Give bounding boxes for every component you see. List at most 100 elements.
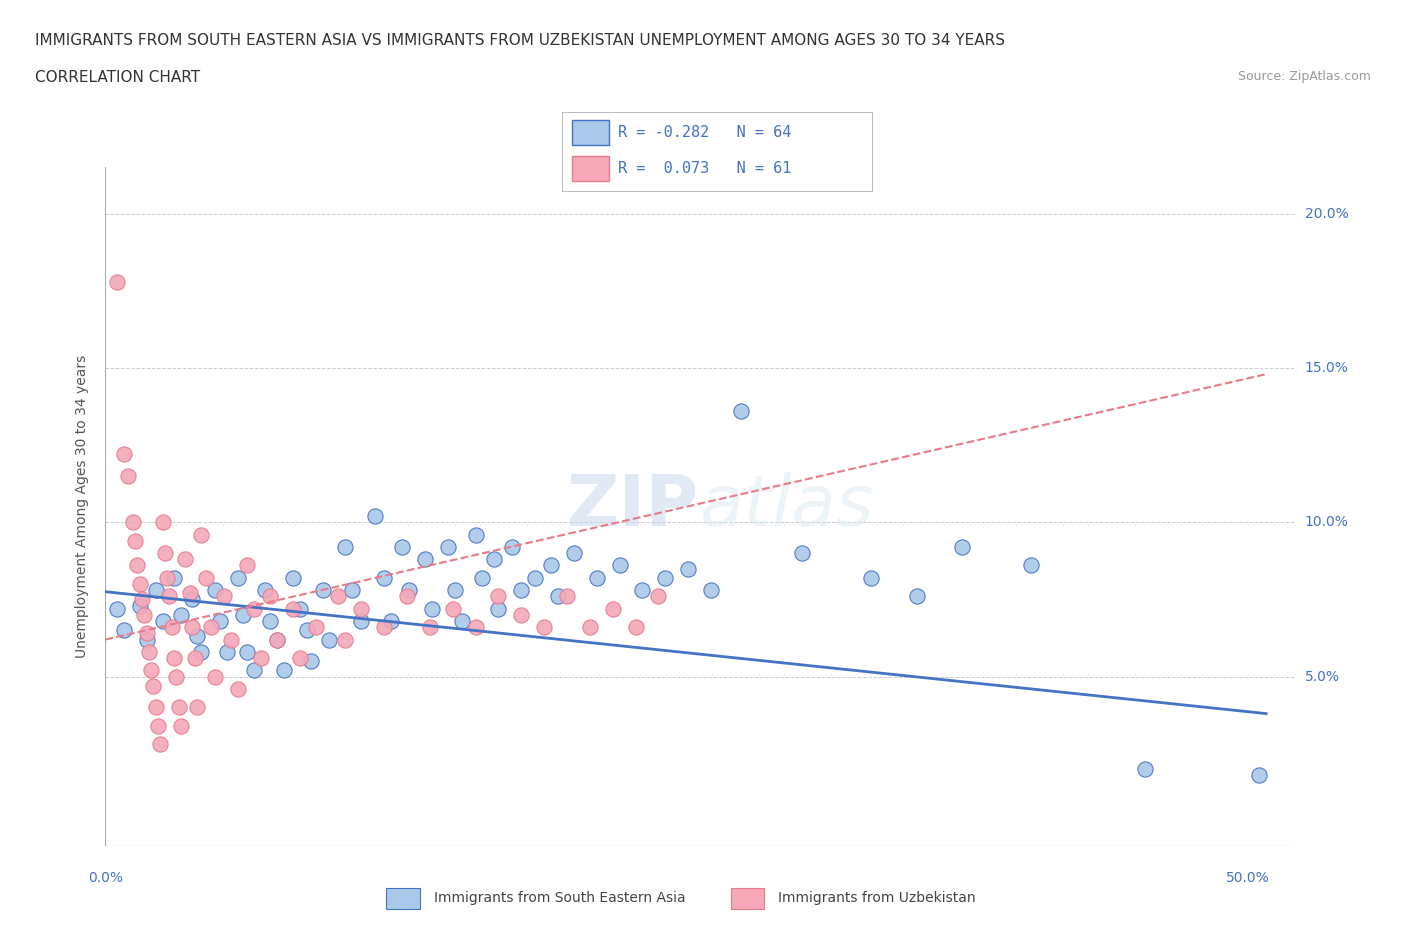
Point xyxy=(105,274,128,289)
Point xyxy=(523,570,546,585)
Point xyxy=(117,469,139,484)
Point xyxy=(204,670,226,684)
Text: ZIP: ZIP xyxy=(567,472,700,541)
Point xyxy=(219,632,242,647)
Point xyxy=(134,607,156,622)
Point xyxy=(165,670,187,684)
Point xyxy=(266,632,288,647)
Bar xyxy=(572,120,609,145)
Point xyxy=(167,700,190,715)
Text: IMMIGRANTS FROM SOUTH EASTERN ASIA VS IMMIGRANTS FROM UZBEKISTAN UNEMPLOYMENT AM: IMMIGRANTS FROM SOUTH EASTERN ASIA VS IM… xyxy=(35,33,1005,47)
Point xyxy=(380,614,402,629)
Point xyxy=(128,598,150,613)
Point xyxy=(547,589,569,604)
Text: 0.0%: 0.0% xyxy=(89,871,122,885)
Point xyxy=(364,509,387,524)
Point xyxy=(340,583,363,598)
Point xyxy=(413,551,436,566)
Point xyxy=(562,546,585,561)
Point xyxy=(602,602,624,617)
Point xyxy=(350,614,373,629)
Point xyxy=(236,644,259,659)
Point xyxy=(350,602,373,617)
Point xyxy=(131,592,153,607)
Point xyxy=(121,515,145,530)
Point xyxy=(464,527,486,542)
Point xyxy=(482,551,505,566)
Y-axis label: Unemployment Among Ages 30 to 34 years: Unemployment Among Ages 30 to 34 years xyxy=(76,355,90,658)
Bar xyxy=(731,888,765,909)
Point xyxy=(156,570,179,585)
Point xyxy=(486,602,509,617)
Point xyxy=(142,678,165,693)
Point xyxy=(304,619,326,634)
Point xyxy=(299,654,322,669)
Point xyxy=(124,534,146,549)
Point xyxy=(859,570,882,585)
Point xyxy=(243,602,266,617)
Point xyxy=(170,607,193,622)
Point xyxy=(149,737,172,751)
Point xyxy=(510,607,533,622)
Point xyxy=(905,589,928,604)
Point xyxy=(259,589,281,604)
Point xyxy=(128,577,150,591)
Point xyxy=(1019,558,1042,573)
Point xyxy=(214,589,236,604)
Text: Immigrants from Uzbekistan: Immigrants from Uzbekistan xyxy=(778,891,976,906)
Point xyxy=(631,583,654,598)
Point xyxy=(441,602,464,617)
Point xyxy=(163,570,186,585)
Point xyxy=(170,719,193,734)
Text: 50.0%: 50.0% xyxy=(1226,871,1270,885)
Point xyxy=(204,583,226,598)
Point xyxy=(647,589,669,604)
Point xyxy=(226,570,249,585)
Point xyxy=(396,589,419,604)
Point xyxy=(585,570,607,585)
Point xyxy=(1249,768,1271,783)
Point xyxy=(273,663,295,678)
Point xyxy=(420,602,443,617)
Text: atlas: atlas xyxy=(700,472,875,541)
Point xyxy=(153,546,176,561)
Point xyxy=(181,619,204,634)
Text: R = -0.282   N = 64: R = -0.282 N = 64 xyxy=(619,125,792,140)
Text: 10.0%: 10.0% xyxy=(1305,515,1348,529)
Point xyxy=(135,632,157,647)
Point xyxy=(373,570,395,585)
Point xyxy=(105,602,128,617)
Point xyxy=(295,623,318,638)
Point xyxy=(226,682,249,697)
Point xyxy=(152,515,174,530)
Point xyxy=(419,619,441,634)
Point xyxy=(127,558,149,573)
Point xyxy=(444,583,467,598)
Point xyxy=(391,539,413,554)
Point xyxy=(152,614,174,629)
Point xyxy=(281,570,304,585)
Point xyxy=(215,644,238,659)
Point xyxy=(609,558,631,573)
Point xyxy=(145,700,167,715)
Point xyxy=(624,619,647,634)
Point xyxy=(181,592,204,607)
Bar xyxy=(572,156,609,181)
Point xyxy=(676,561,699,576)
Point xyxy=(200,619,222,634)
Point xyxy=(311,583,333,598)
Point xyxy=(540,558,562,573)
Point xyxy=(510,583,533,598)
Point xyxy=(112,623,135,638)
Point xyxy=(266,632,288,647)
Text: 5.0%: 5.0% xyxy=(1305,670,1340,684)
Point xyxy=(112,447,135,462)
Point xyxy=(160,619,183,634)
Point xyxy=(318,632,340,647)
Point xyxy=(533,619,555,634)
Point xyxy=(250,651,273,666)
Point xyxy=(373,619,395,634)
Point xyxy=(1133,762,1156,777)
Point xyxy=(281,602,304,617)
Point xyxy=(186,700,208,715)
